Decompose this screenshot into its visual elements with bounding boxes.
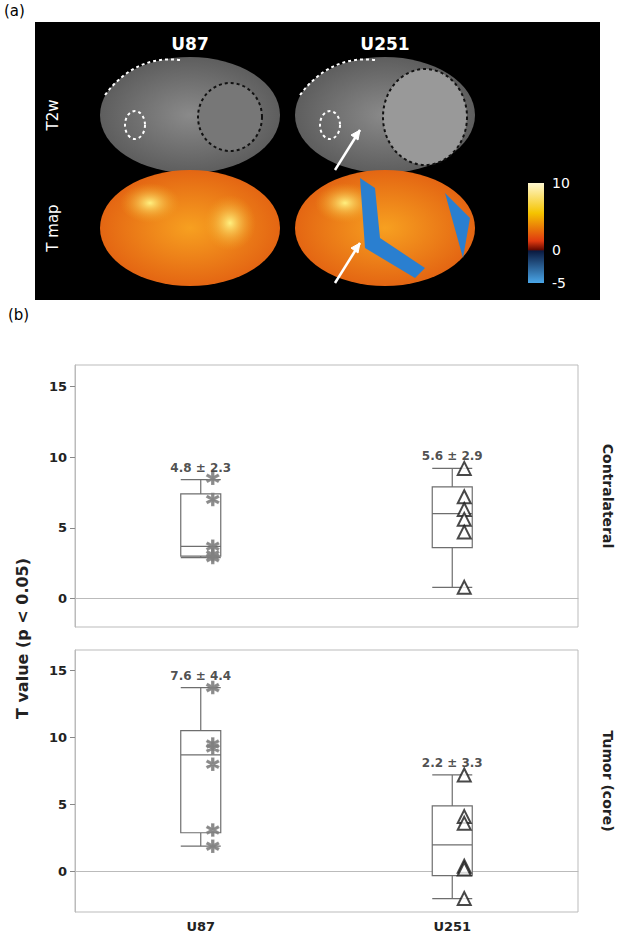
svg-text:U251: U251 <box>433 919 471 934</box>
svg-text:10: 10 <box>49 730 67 745</box>
svg-text:10: 10 <box>49 450 67 465</box>
svg-text:U87: U87 <box>186 919 215 934</box>
svg-text:-5: -5 <box>552 275 566 291</box>
svg-text:7.6 ± 4.4: 7.6 ± 4.4 <box>170 669 231 683</box>
svg-text:U87: U87 <box>171 34 208 54</box>
svg-text:T value (p < 0.05): T value (p < 0.05) <box>13 558 32 719</box>
svg-text:4.8 ± 2.3: 4.8 ± 2.3 <box>170 461 231 475</box>
svg-text:Contralateral: Contralateral <box>600 444 616 549</box>
svg-text:0: 0 <box>552 242 561 258</box>
svg-text:15: 15 <box>49 663 67 678</box>
svg-text:10: 10 <box>552 175 570 191</box>
svg-text:U251: U251 <box>360 34 409 54</box>
svg-text:Tumor (core): Tumor (core) <box>600 730 616 831</box>
svg-text:5: 5 <box>58 520 67 535</box>
svg-text:15: 15 <box>49 379 67 394</box>
svg-text:T map: T map <box>44 204 62 252</box>
svg-text:5.6 ± 2.9: 5.6 ± 2.9 <box>422 449 483 463</box>
svg-text:0: 0 <box>58 591 67 606</box>
svg-text:(b): (b) <box>8 306 29 324</box>
svg-text:T2w: T2w <box>44 100 62 132</box>
svg-text:0: 0 <box>58 864 67 879</box>
svg-text:(a): (a) <box>4 2 25 20</box>
svg-text:5: 5 <box>58 797 67 812</box>
svg-text:2.2 ± 3.3: 2.2 ± 3.3 <box>422 756 483 770</box>
